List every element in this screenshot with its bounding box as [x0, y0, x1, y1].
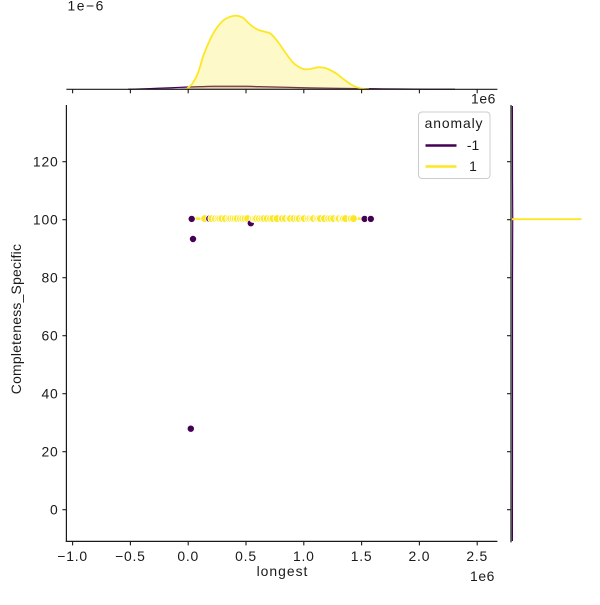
svg-text:120: 120 — [33, 154, 59, 170]
svg-text:longest: longest — [257, 563, 309, 579]
svg-text:100: 100 — [33, 212, 59, 228]
svg-text:1.0: 1.0 — [293, 548, 315, 564]
svg-text:2.0: 2.0 — [409, 548, 431, 564]
svg-text:0: 0 — [50, 502, 59, 518]
svg-text:1e6: 1e6 — [470, 568, 495, 584]
svg-text:0.5: 0.5 — [235, 548, 257, 564]
svg-text:1: 1 — [469, 158, 477, 174]
svg-text:0.0: 0.0 — [177, 548, 199, 564]
svg-text:40: 40 — [41, 386, 58, 402]
svg-text:1.5: 1.5 — [351, 548, 373, 564]
svg-text:−0.5: −0.5 — [115, 548, 146, 564]
svg-text:60: 60 — [41, 328, 58, 344]
svg-text:20: 20 — [41, 444, 58, 460]
svg-text:−1.0: −1.0 — [57, 548, 88, 564]
svg-text:1e6: 1e6 — [471, 91, 496, 107]
svg-text:Completeness_Specific: Completeness_Specific — [8, 244, 24, 394]
svg-text:2.5: 2.5 — [466, 548, 488, 564]
svg-text:anomaly: anomaly — [425, 115, 484, 131]
svg-text:80: 80 — [41, 270, 58, 286]
svg-text:-1: -1 — [467, 137, 480, 153]
svg-text:1e−6: 1e−6 — [68, 0, 105, 14]
